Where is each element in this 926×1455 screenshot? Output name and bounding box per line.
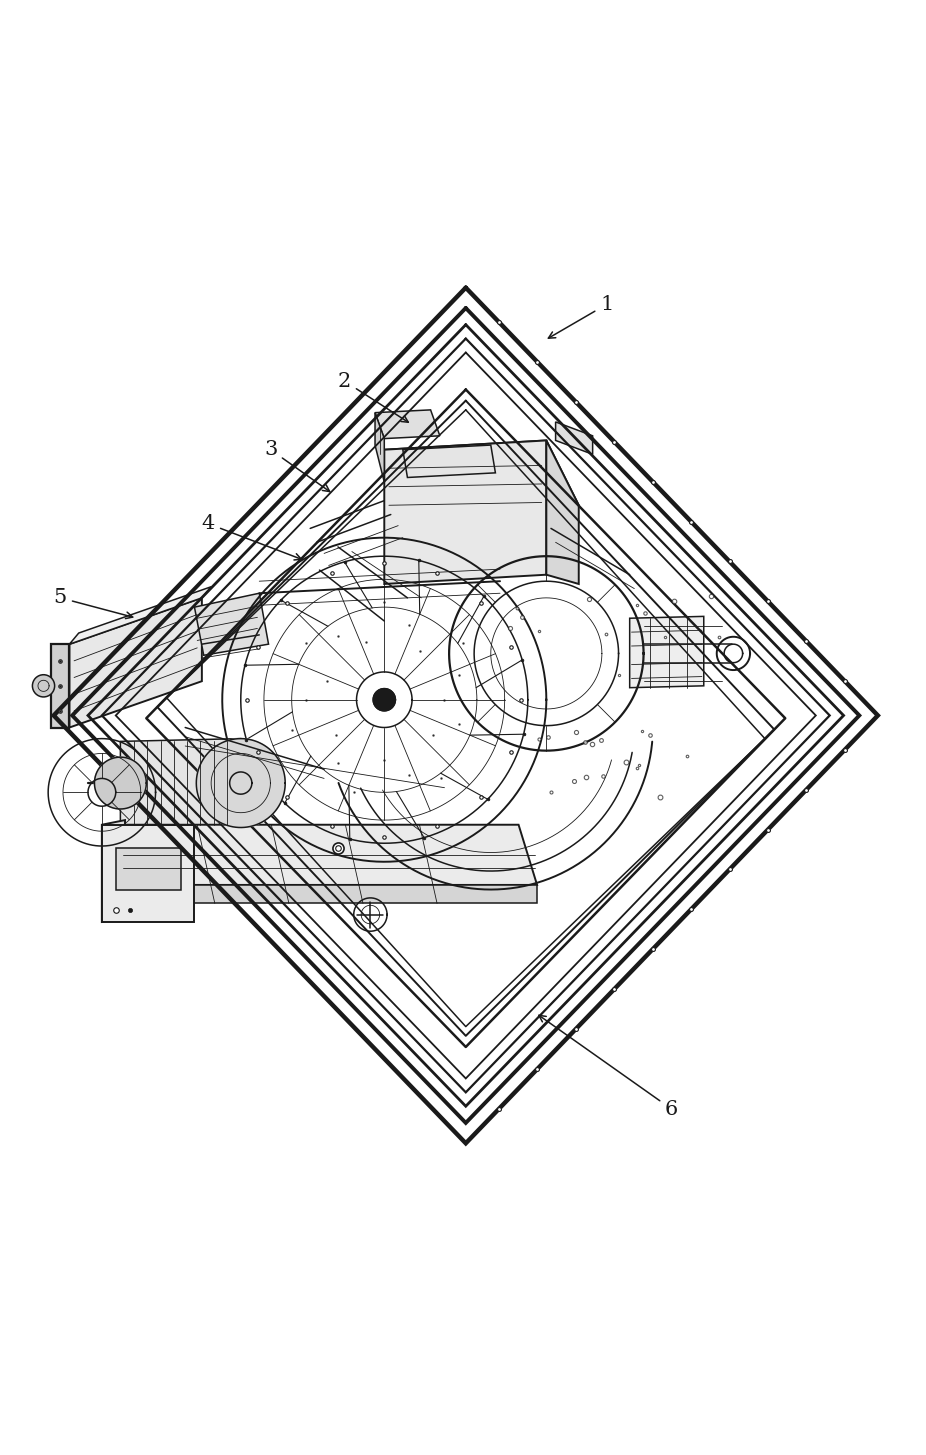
Polygon shape: [94, 757, 146, 809]
Polygon shape: [196, 739, 285, 828]
Polygon shape: [139, 885, 537, 904]
Polygon shape: [384, 441, 546, 583]
Polygon shape: [375, 413, 384, 482]
Polygon shape: [116, 848, 181, 889]
Polygon shape: [384, 441, 579, 515]
Polygon shape: [51, 645, 69, 728]
Polygon shape: [69, 598, 202, 728]
Polygon shape: [194, 594, 269, 655]
Text: 2: 2: [338, 371, 408, 422]
Polygon shape: [102, 821, 125, 922]
Text: 6: 6: [539, 1016, 678, 1119]
Polygon shape: [102, 825, 194, 922]
Polygon shape: [120, 739, 241, 828]
Polygon shape: [556, 422, 593, 454]
Polygon shape: [375, 410, 440, 438]
Text: 3: 3: [264, 441, 330, 492]
Text: 1: 1: [548, 295, 613, 338]
Circle shape: [32, 675, 55, 697]
Text: 5: 5: [54, 588, 132, 618]
Polygon shape: [69, 586, 211, 645]
Polygon shape: [546, 441, 579, 583]
Polygon shape: [630, 617, 704, 688]
Polygon shape: [373, 688, 395, 711]
Polygon shape: [120, 825, 537, 885]
Polygon shape: [403, 445, 495, 477]
Text: 4: 4: [202, 514, 301, 560]
